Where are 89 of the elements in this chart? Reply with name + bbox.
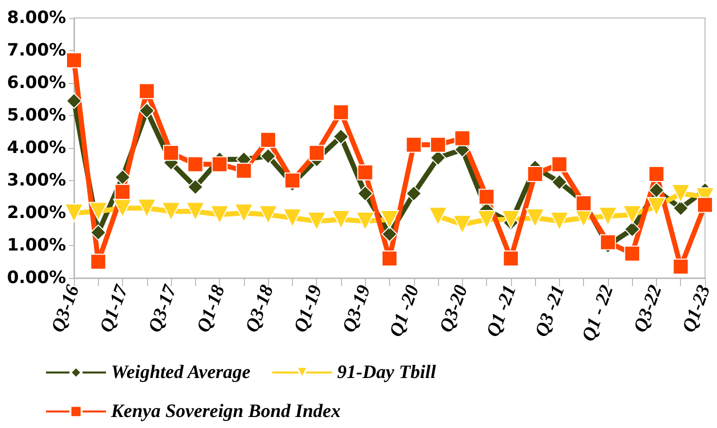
point	[357, 164, 374, 180]
y-tick-label: 2.00%	[7, 203, 66, 223]
point	[210, 205, 230, 224]
x-tick-label: Q3-22	[630, 282, 666, 336]
point	[648, 166, 664, 182]
point	[357, 186, 374, 202]
point	[163, 144, 180, 161]
point	[186, 202, 205, 221]
point	[90, 224, 106, 240]
point	[64, 204, 84, 222]
point	[137, 198, 156, 218]
point	[406, 136, 422, 153]
point	[332, 128, 349, 145]
y-tick-label: 1.00%	[7, 236, 66, 256]
point	[452, 214, 472, 234]
y-tick-label: 8.00%	[7, 8, 66, 28]
point	[551, 174, 568, 190]
point	[260, 132, 276, 148]
point	[234, 204, 254, 222]
x-tick-label: Q3-20	[436, 282, 472, 336]
point	[212, 156, 228, 172]
point	[624, 221, 640, 238]
point	[138, 83, 155, 100]
point	[113, 198, 132, 218]
point	[260, 148, 276, 164]
point	[114, 169, 131, 186]
point	[671, 184, 690, 203]
x-tick-label: Q3-17	[144, 281, 182, 336]
x-tick-label: Q1-19	[290, 282, 327, 336]
x-tick-label: Q1 -20	[386, 282, 424, 340]
point	[550, 212, 569, 231]
point	[307, 212, 326, 231]
point	[162, 202, 181, 221]
x-tick-label: Q1 -21	[482, 282, 521, 340]
point	[382, 226, 398, 242]
point	[284, 172, 300, 188]
point	[430, 136, 446, 153]
y-tick-label: 4.00%	[7, 138, 66, 158]
legend-label: Weighted Average	[111, 362, 252, 383]
point	[282, 208, 302, 228]
point	[478, 188, 495, 205]
x-tick-label: Q3 -21	[531, 282, 570, 340]
point	[697, 196, 713, 213]
y-tick-label: 7.00%	[7, 40, 66, 60]
point	[624, 246, 640, 262]
x-tick-label: Q1-18	[193, 282, 230, 336]
point	[598, 206, 618, 226]
x-tick-label: Q3-18	[242, 282, 278, 336]
point	[600, 234, 616, 250]
point	[672, 258, 689, 275]
point	[622, 205, 642, 224]
y-tick-label: 3.00%	[7, 170, 66, 190]
point	[138, 102, 155, 119]
point	[380, 210, 399, 229]
point	[187, 156, 204, 172]
point	[88, 202, 108, 221]
x-tick-label: Q3-19	[338, 282, 376, 336]
point	[332, 104, 349, 120]
point	[382, 250, 398, 266]
point	[406, 186, 422, 202]
x-tick-label: Q1 - 22	[578, 282, 618, 344]
legend-label: Kenya Sovereign Bond Index	[110, 401, 342, 422]
point	[114, 184, 131, 200]
y-tick-label: 0.00%	[7, 268, 66, 288]
x-tick-label: Q1-17	[96, 281, 133, 336]
point	[502, 250, 519, 266]
point	[356, 212, 375, 231]
x-tick-label: Q1-23	[678, 282, 715, 336]
point	[308, 144, 325, 161]
point	[672, 200, 689, 216]
point	[501, 210, 520, 229]
point	[648, 182, 664, 198]
point	[90, 254, 106, 270]
point	[551, 156, 568, 172]
point	[477, 210, 496, 229]
point	[66, 92, 82, 109]
point	[428, 206, 448, 226]
point	[526, 208, 545, 228]
point	[331, 210, 350, 229]
legend-label: 91-Day Tbill	[337, 362, 437, 383]
point	[258, 205, 278, 224]
point	[236, 162, 252, 179]
point	[187, 179, 204, 195]
y-tick-label: 5.00%	[7, 106, 66, 126]
point	[66, 52, 82, 68]
point	[454, 130, 470, 146]
y-tick-label: 6.00%	[7, 73, 66, 93]
point	[646, 197, 666, 216]
point	[527, 166, 544, 182]
